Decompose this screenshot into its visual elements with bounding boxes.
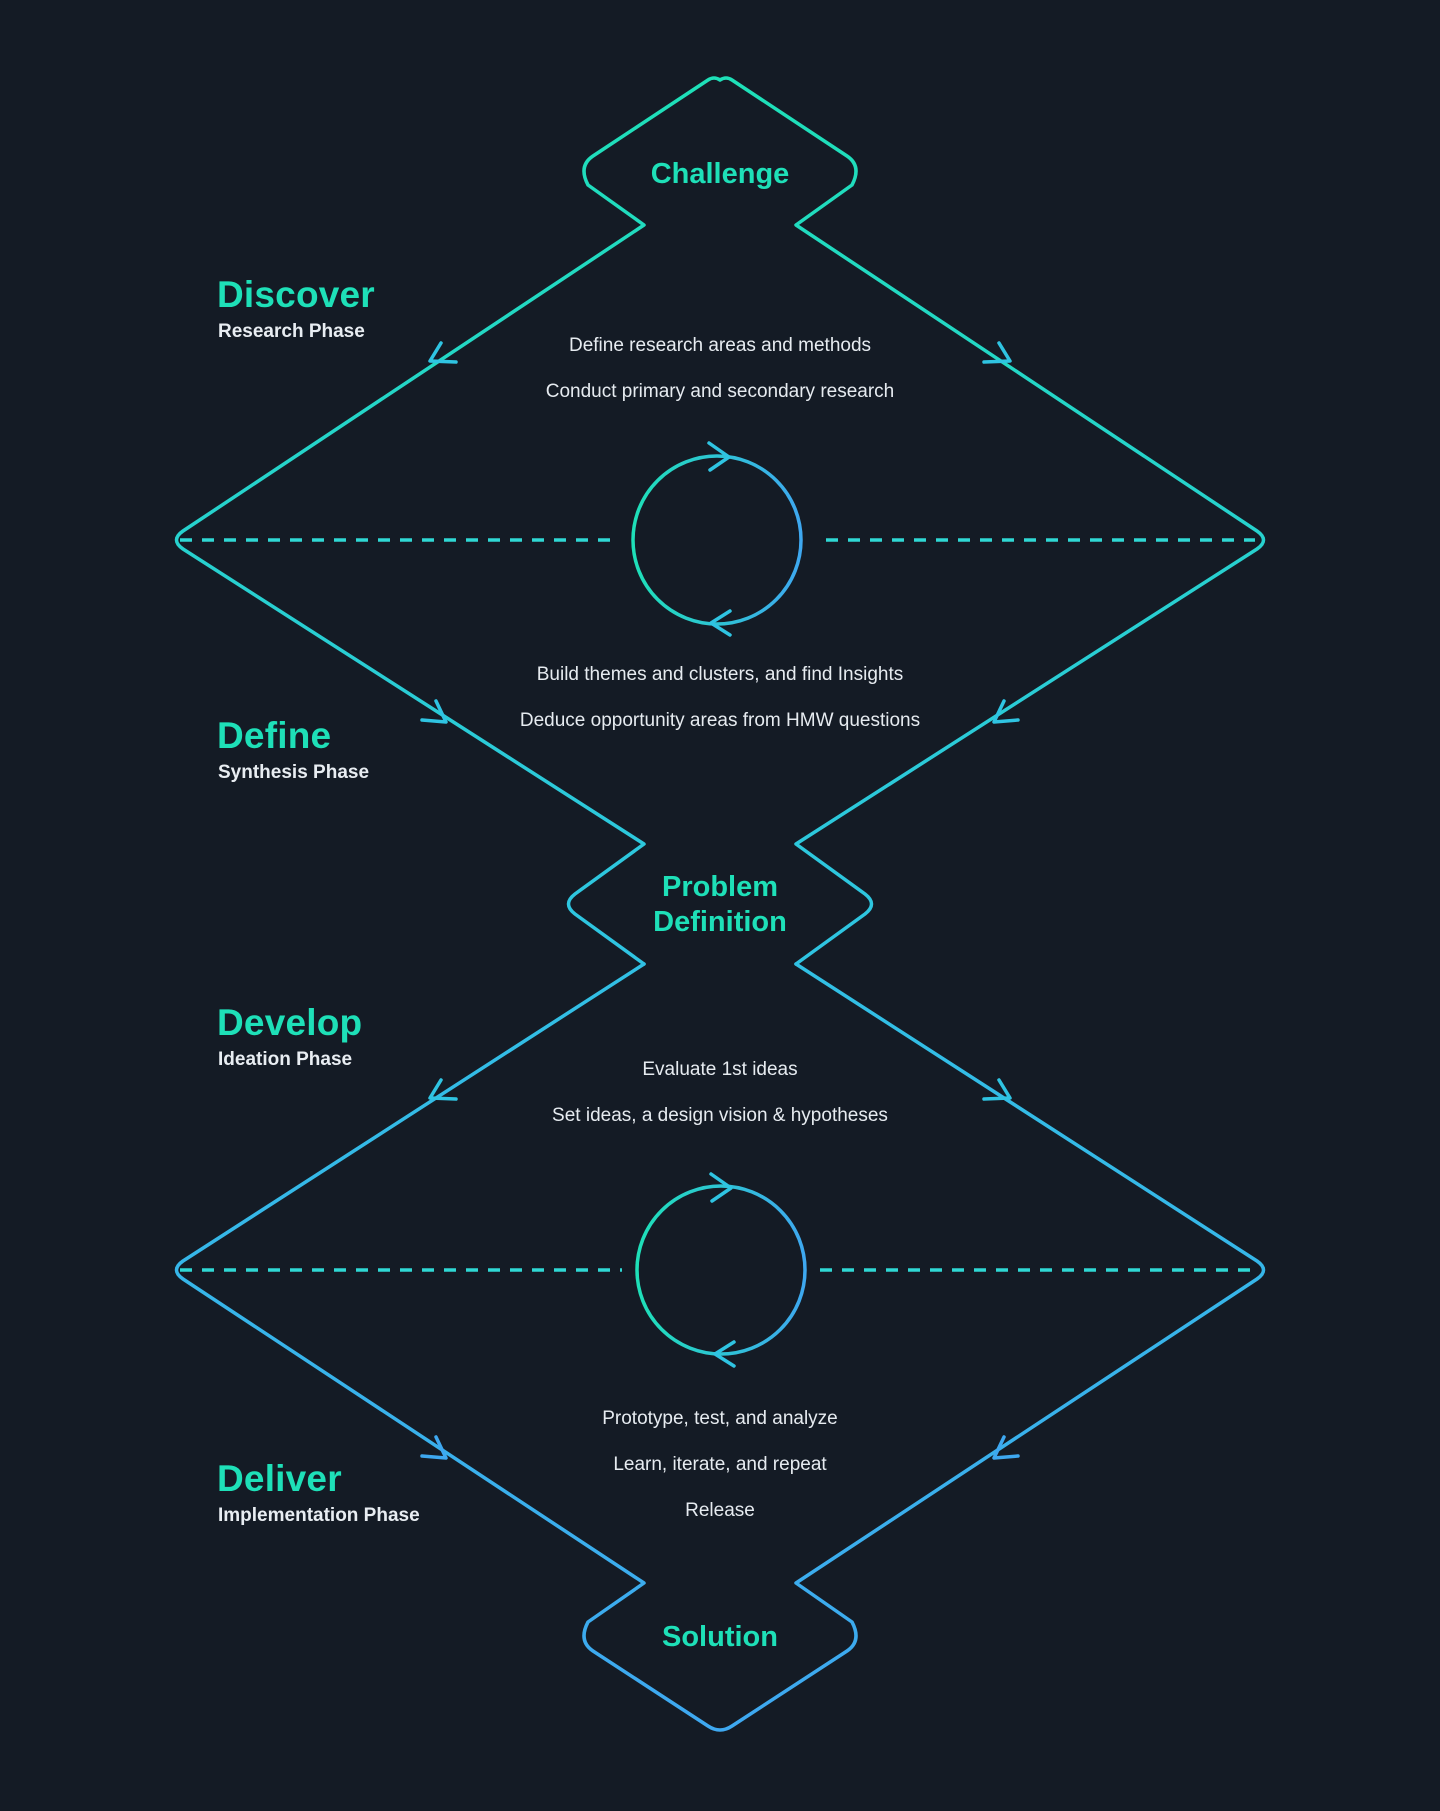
- deliver-step: Release: [685, 1500, 755, 1521]
- define-step: Deduce opportunity areas from HMW questi…: [519, 710, 921, 731]
- discover-step: Define research areas and methods: [568, 335, 872, 356]
- challenge-label: Challenge: [650, 158, 790, 190]
- diamond-1-outline: [174, 76, 1266, 966]
- phase-subtitle-develop: Ideation Phase: [218, 1049, 353, 1070]
- develop-step: Evaluate 1st ideas: [642, 1059, 798, 1080]
- phase-title-deliver: Deliver: [217, 1458, 342, 1499]
- define-step: Build themes and clusters, and find Insi…: [536, 664, 904, 685]
- problem-definition-label-line1: Problem: [661, 871, 779, 903]
- problem-definition-label-line2: Definition: [653, 906, 787, 938]
- deliver-step: Learn, iterate, and repeat: [613, 1454, 827, 1475]
- phase-title-develop: Develop: [217, 1002, 363, 1043]
- phase-subtitle-define: Synthesis Phase: [218, 762, 370, 783]
- phase-title-discover: Discover: [217, 274, 375, 315]
- diamond-2-outline: [174, 962, 1266, 1732]
- arrow-icon-develop-right: [982, 1078, 1012, 1101]
- cycle-arrow-icon-1b: [709, 609, 732, 637]
- solution-label: Solution: [662, 1621, 778, 1653]
- cycle-icon-1: [631, 454, 803, 626]
- discover-step: Conduct primary and secondary research: [545, 381, 895, 402]
- cycle-arrow-icon-2a: [709, 1172, 733, 1203]
- cycle-icon-2: [635, 1184, 807, 1356]
- cycle-arrow-icon-2b: [713, 1340, 736, 1368]
- arrow-icon-develop-left: [428, 1078, 458, 1101]
- phase-subtitle-deliver: Implementation Phase: [218, 1505, 420, 1526]
- arrow-icon-discover-left: [428, 341, 458, 364]
- arrow-icon-define-left: [420, 699, 448, 724]
- arrow-icon-deliver-right: [992, 1435, 1020, 1460]
- arrow-icon-define-right: [992, 699, 1020, 724]
- arrow-icon-discover-right: [982, 341, 1012, 364]
- develop-step: Set ideas, a design vision & hypotheses: [552, 1105, 888, 1126]
- cycle-arrow-icon-1a: [707, 441, 731, 472]
- arrow-icon-deliver-left: [420, 1435, 448, 1460]
- phase-subtitle-discover: Research Phase: [218, 321, 365, 342]
- deliver-step: Prototype, test, and analyze: [602, 1408, 838, 1429]
- phase-title-define: Define: [217, 715, 332, 756]
